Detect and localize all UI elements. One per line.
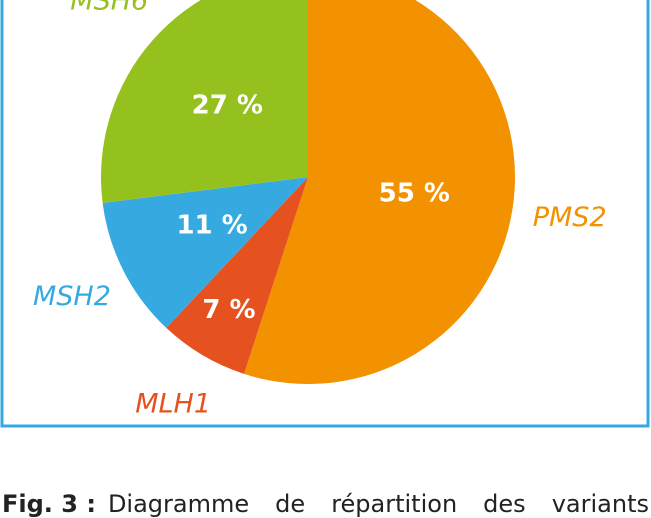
value-label: 11 % [176, 210, 247, 240]
value-label: 7 % [202, 295, 255, 325]
slice-name: MSH6 [70, 0, 148, 16]
pie-slice [244, 0, 515, 384]
pie-slice [166, 177, 308, 374]
caption: Fig. 3 : Diagramme de répartition des va… [2, 490, 649, 518]
slice-name: MLH1 [135, 389, 211, 420]
slice-name: MSH2 [33, 281, 111, 312]
chart: 55 % PMS2 7 % MLH1 11 % MSH2 27 % MSH6 [0, 0, 650, 428]
value-label: 55 % [379, 178, 450, 208]
value-label: 27 % [192, 90, 263, 120]
caption-text: Diagramme de répartition des variants [107, 490, 649, 518]
pie-slice [102, 177, 308, 328]
caption-label: Fig. 3 : [2, 490, 96, 518]
frame [0, 0, 650, 428]
pie-slice [101, 0, 308, 203]
slice-name: PMS2 [533, 202, 607, 233]
